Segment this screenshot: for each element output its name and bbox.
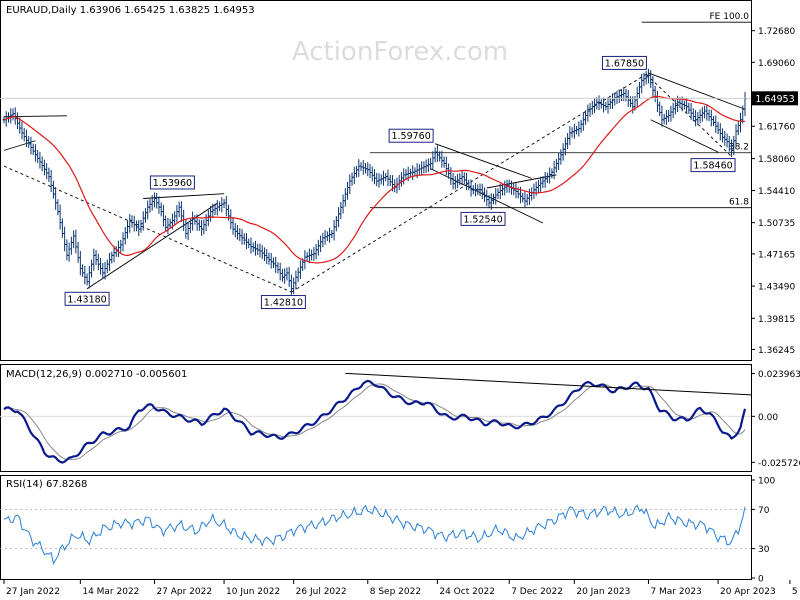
swing-annotation: 1.58460 xyxy=(690,158,736,173)
svg-text:1.52540: 1.52540 xyxy=(463,214,502,225)
level-label: 61.8 xyxy=(729,198,749,208)
svg-text:1.59760: 1.59760 xyxy=(391,131,430,142)
swing-annotation: 1.67850 xyxy=(601,55,647,70)
trend-line xyxy=(645,73,732,157)
macd-y-axis: 0.023963 0.00 -0.025726 xyxy=(0,370,800,469)
moving-average-line xyxy=(3,95,746,264)
x-tick-label: 7 Dec 2022 xyxy=(511,587,563,597)
swing-annotation: 1.59760 xyxy=(388,128,434,143)
x-tick-label: 27 Jan 2022 xyxy=(6,587,60,597)
price-tick-label: 1.72680 xyxy=(758,27,795,37)
swing-annotation: 1.43180 xyxy=(64,291,110,306)
x-tick-label: 5 Jun 2023 xyxy=(792,587,800,597)
macd-tick-label: -0.025726 xyxy=(758,459,800,469)
current-price-marker: 1.64953 xyxy=(0,91,798,106)
macd-trend-line xyxy=(345,372,752,396)
current-price-label: 1.64953 xyxy=(755,94,794,105)
price-tick-label: 1.36245 xyxy=(758,346,795,356)
rsi-tick-label: 30 xyxy=(758,545,770,555)
price-header: EURAUD,Daily 1.63906 1.65425 1.63825 1.6… xyxy=(6,5,255,16)
price-bars xyxy=(2,68,747,295)
current-price-tag xyxy=(752,91,798,106)
x-tick-label: 27 Apr 2022 xyxy=(156,587,212,597)
watermark: ActionForex.com xyxy=(292,37,508,67)
trend-line xyxy=(648,72,746,110)
svg-text:1.53960: 1.53960 xyxy=(153,178,192,189)
rsi-tick-label: 100 xyxy=(758,477,775,487)
x-tick-label: 24 Oct 2022 xyxy=(439,587,495,597)
swing-annotation: 1.52540 xyxy=(460,211,506,226)
level-label: FE 100.0 xyxy=(710,12,750,22)
x-axis: 27 Jan 2022 14 Mar 2022 27 Apr 2022 10 Jun … xyxy=(3,580,800,597)
swing-labels: 1.43180 1.53960 1.42810 1.59760 1.52540 1.678… xyxy=(64,55,736,310)
price-tick-label: 1.54410 xyxy=(758,187,795,197)
rsi-tick-label: 70 xyxy=(758,506,770,516)
x-tick-label: 20 Apr 2023 xyxy=(720,587,776,597)
macd-header: MACD(12,26,9) 0.002710 -0.005601 xyxy=(6,369,187,380)
x-tick-label: 26 Jul 2022 xyxy=(296,587,347,597)
x-tick-label: 8 Sep 2022 xyxy=(370,587,421,597)
price-panel-frame xyxy=(0,0,752,361)
swing-annotation: 1.53960 xyxy=(149,175,195,190)
rsi-header: RSI(14) 67.8268 xyxy=(6,479,87,490)
price-y-axis: 1.72680 1.69060 1.61760 1.58060 1.54410 1.507… xyxy=(751,27,795,356)
rsi-panel-frame xyxy=(0,475,752,580)
level-label: 38.2 xyxy=(729,143,749,153)
x-tick-label: 7 Mar 2023 xyxy=(650,587,701,597)
macd-panel-frame xyxy=(0,364,752,472)
macd-line xyxy=(3,379,747,464)
macd-tick-label: 0.023963 xyxy=(758,370,800,380)
svg-text:1.67850: 1.67850 xyxy=(605,58,644,69)
svg-text:1.43180: 1.43180 xyxy=(67,294,106,305)
price-tick-label: 1.50735 xyxy=(758,219,795,229)
swing-annotation: 1.42810 xyxy=(260,295,306,310)
price-bar xyxy=(743,91,747,117)
price-tick-label: 1.61760 xyxy=(758,123,795,133)
price-tick-label: 1.47165 xyxy=(758,250,795,260)
price-tick-label: 1.58060 xyxy=(758,155,795,165)
trend-line xyxy=(3,140,36,151)
price-tick-label: 1.39815 xyxy=(758,315,795,325)
x-tick-label: 10 Jun 2022 xyxy=(226,587,280,597)
price-tick-label: 1.43490 xyxy=(758,283,795,293)
trend-line xyxy=(3,165,292,293)
fib-levels: FE 100.0 38.2 61.8 xyxy=(370,12,751,209)
svg-text:1.42810: 1.42810 xyxy=(264,298,303,309)
rsi-tick-label: 0 xyxy=(758,575,764,585)
price-tick-label: 1.69060 xyxy=(758,59,795,69)
svg-text:1.58460: 1.58460 xyxy=(693,161,732,172)
trend-line xyxy=(291,72,649,293)
x-tick-label: 14 Mar 2022 xyxy=(82,587,139,597)
rsi-line xyxy=(3,504,746,565)
trend-line xyxy=(434,143,532,179)
macd-tick-label: 0.00 xyxy=(758,413,778,423)
x-tick-label: 20 Jan 2023 xyxy=(576,587,630,597)
